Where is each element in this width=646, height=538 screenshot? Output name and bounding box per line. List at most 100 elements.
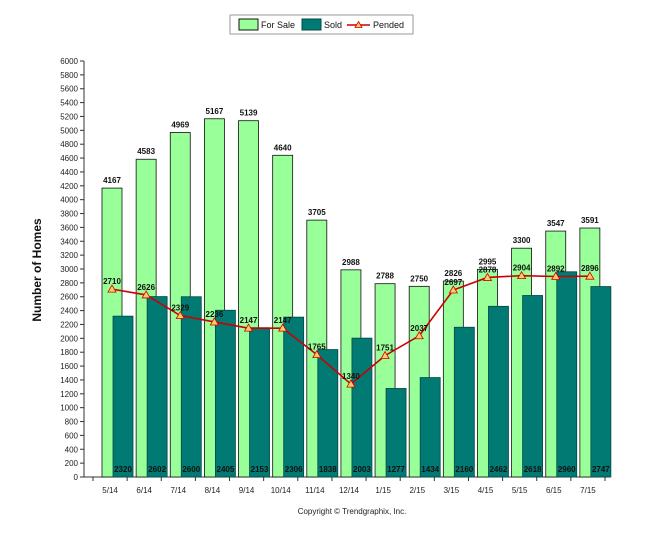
- x-tick-label: 7/14: [171, 486, 187, 495]
- pended-marker: [243, 323, 254, 332]
- x-tick-label: 5/15: [512, 486, 528, 495]
- bar-sold: [453, 326, 475, 478]
- data-label-sold: 1838: [319, 465, 337, 474]
- data-label-for-sale: 2995: [479, 257, 497, 266]
- data-labels: 4167 2320 4583 2602 4969 2600 5167 2405 5139 2153…: [103, 107, 610, 474]
- bar-sold: [590, 286, 612, 478]
- data-label-pended: 2904: [513, 264, 531, 273]
- y-axis-title: Number of Homes: [30, 218, 44, 322]
- data-label-sold: 2602: [148, 465, 166, 474]
- y-tick-label: 5400: [60, 99, 78, 108]
- data-label-for-sale: 3547: [547, 219, 565, 228]
- y-tick-label: 1800: [60, 348, 78, 357]
- pended-marker: [277, 323, 288, 332]
- pended-marker: [141, 290, 151, 299]
- y-tick-label: 400: [65, 445, 79, 454]
- x-tick-label: 9/14: [239, 486, 255, 495]
- bar-sold: [556, 271, 578, 478]
- data-label-sold: 2003: [353, 465, 371, 474]
- x-tick-label: 8/14: [205, 486, 221, 495]
- pended-marker: [312, 349, 322, 359]
- y-tick-label: 3800: [60, 210, 78, 219]
- pended-marker: [482, 272, 493, 281]
- y-tick-label: 2600: [60, 293, 78, 302]
- legend-label-pended: Pended: [373, 20, 404, 30]
- bar-sold: [351, 337, 373, 478]
- legend: For Sale Sold Pended: [229, 14, 414, 35]
- data-label-pended: 2892: [547, 264, 565, 273]
- data-label-sold: 2160: [455, 465, 473, 474]
- data-label-sold: 2153: [251, 465, 269, 474]
- data-label-for-sale: 4969: [171, 120, 189, 129]
- pended-marker: [175, 310, 185, 319]
- x-tick-label: 1/15: [375, 486, 391, 495]
- y-tick-label: 5200: [60, 112, 78, 121]
- pended-marker: [551, 271, 561, 280]
- y-tick-label: 3400: [60, 237, 78, 246]
- legend-item-sold: Sold: [301, 18, 342, 31]
- data-label-pended: 2147: [240, 316, 258, 325]
- y-tick-label: 1200: [60, 390, 78, 399]
- data-label-for-sale: 2788: [376, 272, 394, 281]
- pended-marker: [380, 350, 390, 359]
- legend-label-for-sale: For Sale: [261, 20, 295, 30]
- data-label-for-sale: 4167: [103, 176, 121, 185]
- legend-item-pended: Pended: [347, 20, 404, 30]
- y-tick-label: 5000: [60, 126, 78, 135]
- y-tick-label: 1000: [60, 404, 78, 413]
- data-label-sold: 1434: [421, 465, 439, 474]
- data-label-for-sale: 3591: [581, 216, 599, 225]
- data-label-for-sale: 2750: [410, 274, 428, 283]
- data-label-pended: 2329: [171, 304, 189, 313]
- data-label-pended: 2037: [410, 324, 428, 333]
- y-tick-label: 3600: [60, 223, 78, 232]
- x-tick-label: 5/14: [102, 486, 118, 495]
- data-label-sold: 2462: [490, 465, 508, 474]
- legend-swatch-for-sale: [238, 18, 259, 31]
- y-tick-label: 2400: [60, 307, 78, 316]
- pended-marker: [516, 270, 527, 280]
- data-label-for-sale: 5139: [240, 109, 258, 118]
- bar-sold: [112, 315, 134, 478]
- x-tick-label: 10/14: [271, 486, 292, 495]
- y-tick-label: 2800: [60, 279, 78, 288]
- data-label-pended: 1340: [342, 372, 360, 381]
- legend-item-for-sale: For Sale: [238, 18, 295, 31]
- pended-marker: [448, 285, 459, 294]
- data-label-for-sale: 5167: [206, 107, 224, 116]
- y-tick-label: 6000: [60, 57, 78, 66]
- y-tick-label: 4000: [60, 196, 78, 205]
- x-tick-label: 7/15: [580, 486, 596, 495]
- data-label-for-sale: 2826: [444, 269, 462, 278]
- data-label-for-sale: 3300: [513, 236, 531, 245]
- data-label-pended: 2896: [581, 264, 599, 273]
- data-label-for-sale: 4640: [274, 143, 292, 152]
- y-axis: 0 200 400 600 800 1000 1200 1400 1600 1800 2000 220…: [60, 57, 85, 482]
- x-tick-label: 4/15: [478, 486, 494, 495]
- data-label-pended: 2236: [206, 310, 224, 319]
- x-tick-label: 11/14: [305, 486, 325, 495]
- y-tick-label: 4400: [60, 168, 78, 177]
- series-pended: [107, 270, 595, 388]
- data-label-pended: 1765: [308, 343, 326, 352]
- y-tick-label: 2200: [60, 320, 78, 329]
- y-tick-label: 4200: [60, 182, 78, 191]
- pended-marker: [209, 317, 220, 326]
- pended-marker: [414, 330, 424, 340]
- x-axis: 5/14 6/14 7/14 8/14 9/14 10/14 11/14 12/14 1/15 2…: [84, 476, 610, 495]
- data-label-sold: 2320: [114, 465, 132, 474]
- y-tick-label: 2000: [60, 334, 78, 343]
- bar-sold: [317, 349, 339, 478]
- data-label-for-sale: 2988: [342, 258, 360, 267]
- pended-marker: [585, 271, 595, 280]
- y-tick-label: 3200: [60, 251, 78, 260]
- data-label-pended: 2710: [103, 277, 121, 286]
- data-label-pended: 2147: [274, 316, 292, 325]
- y-tick-label: 600: [65, 431, 79, 440]
- legend-label-sold: Sold: [324, 20, 342, 30]
- data-label-pended: 2697: [444, 278, 462, 287]
- bar-sold: [488, 305, 509, 478]
- bar-sold: [146, 296, 168, 478]
- y-tick-label: 200: [65, 459, 79, 468]
- x-tick-label: 3/15: [444, 486, 460, 495]
